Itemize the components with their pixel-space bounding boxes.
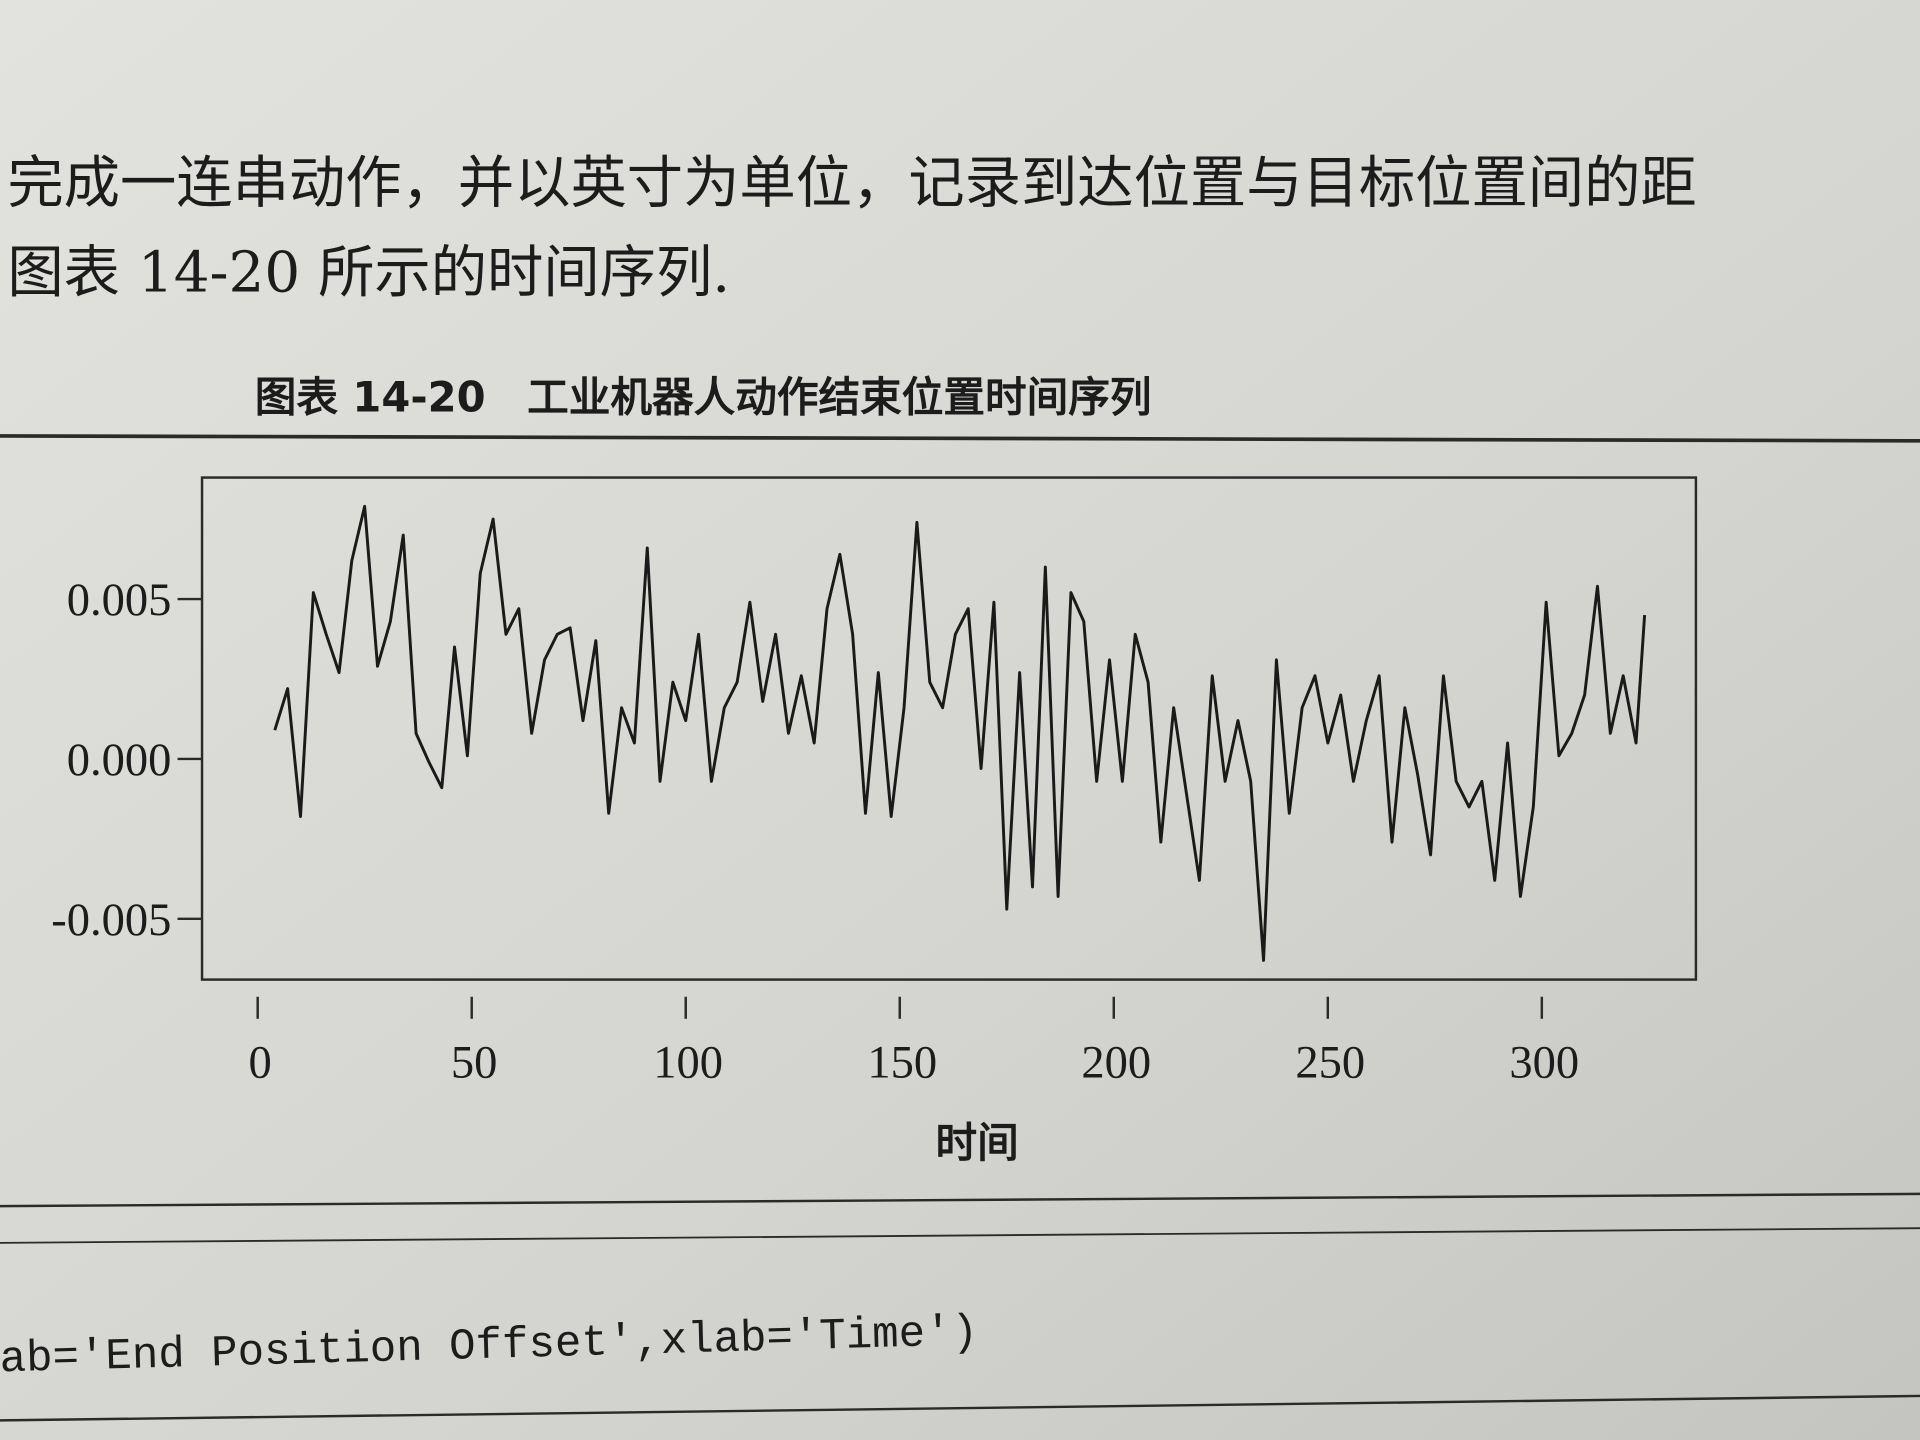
y-tick-label: -0.005 (51, 895, 171, 946)
paragraph-line: 完成一连串动作，并以英寸为单位，记录到达位置与目标位置间的距 (7, 151, 1696, 216)
top-rule (0, 434, 1920, 443)
plot-frame (200, 476, 1698, 981)
chart-title: 图表 14-20 工业机器人动作结束位置时间序列 (255, 372, 1152, 421)
x-axis-label: 时间 (936, 1118, 1019, 1167)
chart: 0.005 0.000 -0.005 0 50 100 150 200 250 300 (51, 504, 1647, 1089)
x-tick-label: 100 (653, 1038, 723, 1089)
rule (0, 1227, 1920, 1244)
x-tick-label: 0 (249, 1038, 272, 1089)
x-tick-label: 150 (867, 1038, 937, 1089)
x-tick-label: 200 (1081, 1038, 1151, 1089)
paragraph-line: 图表 14-20 所示的时间序列. (7, 240, 730, 305)
y-tick-label: 0.005 (67, 575, 172, 626)
x-tick-label: 50 (451, 1038, 498, 1089)
rule (0, 1192, 1920, 1208)
x-tick-label: 250 (1295, 1038, 1365, 1089)
y-tick-label: 0.000 (67, 735, 172, 786)
rule (0, 1394, 1920, 1422)
series-line (273, 504, 1647, 962)
x-tick-label: 300 (1509, 1038, 1579, 1089)
